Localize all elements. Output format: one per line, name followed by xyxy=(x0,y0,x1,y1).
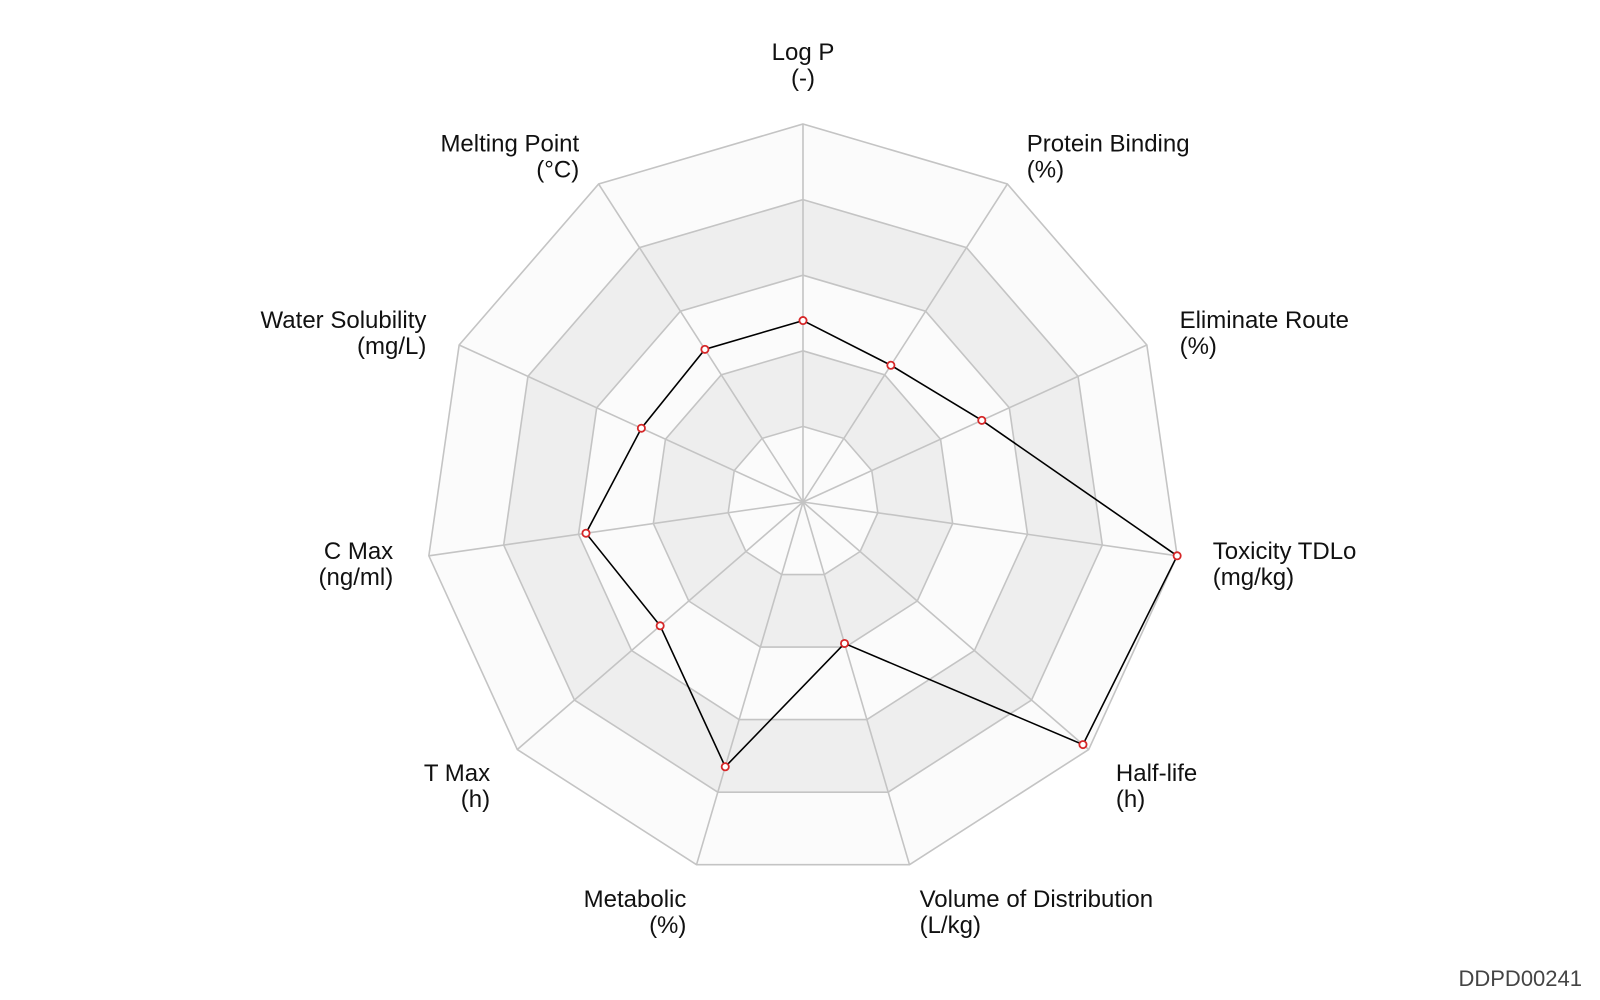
data-point xyxy=(700,344,710,354)
axis-label-unit: (-) xyxy=(791,65,815,92)
axis-label-name: Volume of Distribution xyxy=(920,886,1153,913)
axis-label-name: C Max xyxy=(324,538,393,565)
axis-spoke xyxy=(695,501,804,865)
axis-label-name: Metabolic xyxy=(584,886,687,913)
axis-spoke xyxy=(802,344,1148,503)
axis-label-unit: (%) xyxy=(649,912,686,939)
axis-label-unit: (%) xyxy=(1027,157,1064,184)
axis-label-name: Protein Binding xyxy=(1027,131,1190,158)
axis-label-name: Log P xyxy=(772,39,835,66)
axis-spoke xyxy=(428,501,804,557)
axis-spoke xyxy=(458,344,804,503)
chart-id-watermark: DDPD00241 xyxy=(1458,966,1582,991)
axis-label-unit: (h) xyxy=(1116,786,1145,813)
axis-spoke xyxy=(802,501,1090,751)
data-point xyxy=(1172,551,1182,561)
axis-label-unit: (mg/kg) xyxy=(1213,564,1294,591)
axis-label-name: Toxicity TDLo xyxy=(1213,538,1357,565)
axis-label-name: T Max xyxy=(424,760,490,787)
data-point xyxy=(977,415,987,425)
axis-label-unit: (%) xyxy=(1180,333,1217,360)
axis-label-unit: (mg/L) xyxy=(357,333,426,360)
data-point xyxy=(1078,740,1088,750)
axis-label-name: Half-life xyxy=(1116,760,1197,787)
axis-spoke xyxy=(802,183,1009,503)
axis-spoke xyxy=(597,183,804,503)
axis-label-unit: (ng/ml) xyxy=(319,564,394,591)
radar-spokes xyxy=(428,124,1178,865)
axis-label-name: Water Solubility xyxy=(261,307,427,334)
data-point xyxy=(636,423,646,433)
axis-label-unit: (L/kg) xyxy=(920,912,981,939)
axis-labels: Log P(-)Protein Binding(%)Eliminate Rout… xyxy=(261,39,1357,939)
data-point xyxy=(720,762,730,772)
axis-spoke xyxy=(802,501,1178,557)
data-point xyxy=(655,621,665,631)
series-line xyxy=(585,319,1179,769)
data-point xyxy=(581,528,591,538)
axis-spoke xyxy=(802,501,911,865)
data-point xyxy=(840,638,850,648)
data-point xyxy=(886,360,896,370)
radar-series xyxy=(581,316,1182,772)
axis-label-unit: (°C) xyxy=(536,157,579,184)
data-point xyxy=(798,316,808,326)
axis-label-name: Eliminate Route xyxy=(1180,307,1349,334)
axis-label-unit: (h) xyxy=(461,786,490,813)
axis-label-name: Melting Point xyxy=(440,131,579,158)
